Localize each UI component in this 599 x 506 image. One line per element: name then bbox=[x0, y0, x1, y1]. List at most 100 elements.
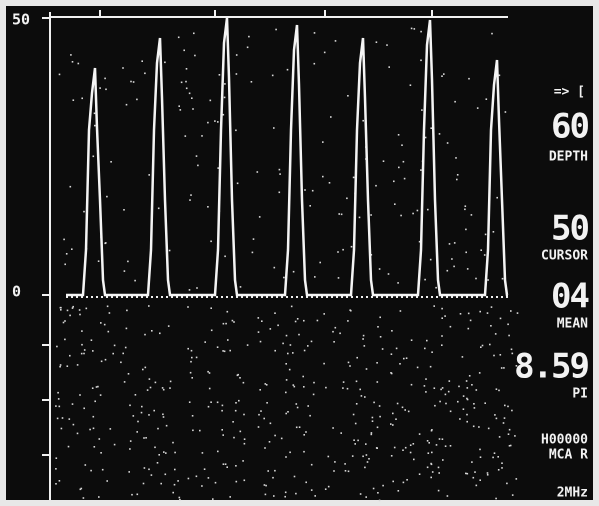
speckle-dot bbox=[57, 398, 60, 400]
speckle-dot bbox=[129, 448, 131, 450]
speckle-dot bbox=[430, 462, 432, 465]
speckle-dot bbox=[235, 54, 238, 56]
speckle-dot bbox=[188, 401, 191, 403]
speckle-dot bbox=[499, 317, 502, 320]
speckle-dot bbox=[402, 449, 404, 451]
speckle-dot bbox=[495, 417, 498, 420]
speckle-dot bbox=[511, 409, 513, 412]
speckle-dot bbox=[305, 431, 307, 433]
speckle-dot bbox=[140, 411, 143, 414]
speckle-dot bbox=[195, 475, 198, 478]
speckle-dot bbox=[479, 479, 481, 481]
speckle-dot bbox=[148, 305, 150, 307]
speckle-dot bbox=[351, 455, 354, 457]
speckle-dot bbox=[156, 462, 159, 464]
speckle-dot bbox=[296, 406, 299, 409]
speckle-dot bbox=[239, 430, 242, 433]
axis-zero-label: 0 bbox=[12, 283, 21, 301]
speckle-dot bbox=[79, 394, 81, 396]
speckle-dot bbox=[458, 385, 460, 388]
speckle-dot bbox=[290, 305, 293, 308]
speckle-dot bbox=[271, 74, 274, 77]
speckle-dot bbox=[60, 309, 62, 311]
speckle-dot bbox=[332, 330, 334, 333]
speckle-dot bbox=[501, 467, 503, 469]
speckle-dot bbox=[448, 380, 451, 382]
speckle-dot bbox=[472, 425, 475, 428]
speckle-dot bbox=[189, 371, 192, 374]
speckle-dot bbox=[279, 173, 281, 175]
speckle-dot bbox=[103, 323, 106, 326]
speckle-dot bbox=[416, 209, 419, 212]
speckle-dot bbox=[340, 213, 343, 216]
speckle-dot bbox=[461, 356, 464, 358]
speckle-dot bbox=[207, 477, 210, 479]
speckle-dot bbox=[141, 405, 143, 408]
speckle-dot bbox=[466, 398, 469, 401]
speckle-dot bbox=[235, 465, 237, 467]
speckle-dot bbox=[136, 493, 139, 496]
speckle-dot bbox=[420, 169, 422, 171]
speckle-dot bbox=[443, 73, 445, 75]
speckle-dot bbox=[265, 384, 268, 386]
speckle-dot bbox=[444, 315, 446, 317]
speckle-dot bbox=[227, 339, 229, 341]
speckle-dot bbox=[210, 401, 212, 403]
speckle-dot bbox=[98, 496, 100, 498]
speckle-dot bbox=[190, 194, 192, 196]
speckle-dot bbox=[162, 416, 165, 418]
speckle-dot bbox=[243, 442, 246, 445]
speckle-dot bbox=[441, 307, 443, 310]
speckle-dot bbox=[180, 81, 183, 84]
speckle-dot bbox=[154, 446, 156, 449]
speckle-dot bbox=[177, 36, 180, 39]
speckle-dot bbox=[364, 396, 366, 398]
code: H00000 bbox=[541, 433, 588, 448]
speckle-dot bbox=[158, 454, 160, 456]
speckle-dot bbox=[164, 61, 166, 64]
speckle-dot bbox=[484, 402, 486, 404]
speckle-dot bbox=[224, 83, 226, 85]
speckle-dot bbox=[154, 381, 157, 384]
speckle-dot bbox=[183, 49, 185, 52]
speckle-dot bbox=[433, 387, 436, 389]
speckle-dot bbox=[188, 92, 191, 95]
speckle-dot bbox=[355, 380, 358, 383]
speckle-dot bbox=[223, 96, 226, 99]
speckle-dot bbox=[149, 386, 152, 389]
speckle-dot bbox=[310, 463, 313, 466]
speckle-dot bbox=[72, 305, 74, 308]
speckle-dot bbox=[364, 466, 366, 469]
speckle-dot bbox=[278, 168, 281, 171]
speckle-dot bbox=[235, 73, 238, 75]
speckle-dot bbox=[441, 335, 443, 337]
speckle-dot bbox=[486, 472, 489, 474]
speckle-dot bbox=[307, 345, 309, 347]
speckle-dot bbox=[382, 160, 385, 162]
speckle-dot bbox=[134, 394, 137, 396]
speckle-dot bbox=[85, 307, 88, 310]
speckle-dot bbox=[347, 320, 349, 322]
speckle-dot bbox=[104, 77, 106, 80]
speckle-dot bbox=[221, 429, 223, 431]
speckle-dot bbox=[80, 352, 83, 355]
speckle-dot bbox=[430, 476, 432, 479]
speckle-dot bbox=[472, 476, 475, 479]
speckle-dot bbox=[191, 415, 194, 417]
speckle-dot bbox=[434, 404, 436, 407]
speckle-dot bbox=[197, 164, 199, 167]
speckle-dot bbox=[148, 414, 150, 416]
speckle-dot bbox=[125, 103, 128, 106]
speckle-dot bbox=[83, 210, 85, 213]
speckle-dot bbox=[56, 417, 59, 420]
speckle-dot bbox=[465, 380, 468, 382]
speckle-dot bbox=[76, 364, 79, 366]
speckle-dot bbox=[359, 388, 361, 391]
speckle-dot bbox=[313, 381, 315, 384]
speckle-dot bbox=[356, 356, 358, 359]
speckle-dot bbox=[89, 428, 91, 431]
speckle-dot bbox=[207, 370, 209, 373]
speckle-dot bbox=[125, 327, 128, 330]
speckle-dot bbox=[298, 333, 300, 336]
speckle-dot bbox=[113, 344, 116, 347]
